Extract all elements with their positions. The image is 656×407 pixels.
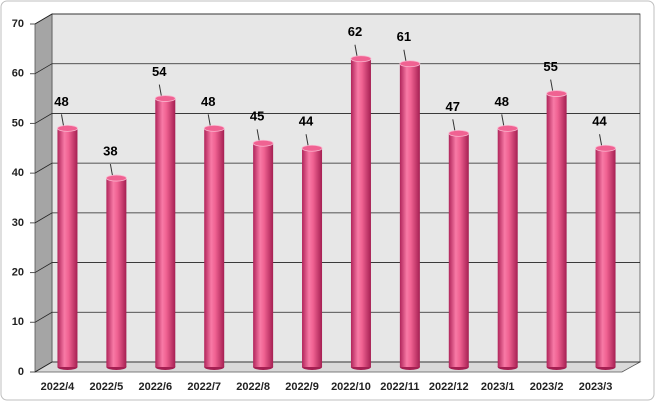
value-label: 47 (446, 99, 460, 114)
x-tick-label: 2022/11 (380, 381, 419, 393)
bar-cap (399, 60, 421, 68)
grid-line (34, 212, 640, 224)
bars (57, 55, 616, 370)
grid-line (34, 262, 640, 273)
y-tick-label: 50 (12, 117, 24, 129)
value-label: 54 (152, 64, 167, 79)
x-tick-label: 2022/9 (285, 381, 319, 393)
labels: 0 10 20 30 40 50 60 70 2022/4 48 2022/5 38 2022/6 54 2… (12, 18, 613, 393)
leader-line (256, 129, 260, 141)
grid-line (34, 311, 640, 323)
value-label: 45 (250, 109, 264, 124)
back-wall (51, 13, 641, 363)
bar (155, 98, 176, 368)
value-label: 48 (201, 94, 215, 109)
bar-cap (448, 129, 470, 137)
leader-line (452, 119, 456, 131)
value-label: 44 (299, 114, 314, 129)
bar (497, 128, 518, 367)
bar-cap (154, 95, 176, 102)
grid-line (34, 361, 640, 373)
y-tick-label: 60 (12, 68, 24, 80)
grid (30, 13, 640, 373)
bar-cap (301, 144, 323, 152)
x-tick-label: 2022/10 (331, 381, 371, 393)
y-tick-label: 0 (18, 366, 24, 378)
value-label: 48 (494, 94, 508, 109)
y-tick-label: 30 (12, 217, 24, 229)
value-label: 61 (397, 29, 411, 44)
bar-cap (252, 139, 274, 147)
value-label: 48 (54, 94, 68, 109)
y-tick-label: 40 (12, 167, 24, 179)
bar (302, 148, 323, 367)
x-tick-label: 2022/4 (41, 381, 76, 393)
x-tick-label: 2023/3 (579, 381, 613, 393)
leader-line (403, 49, 407, 61)
bar (57, 128, 78, 367)
bar (106, 178, 127, 367)
bar (448, 133, 469, 367)
x-tick-label: 2022/7 (187, 381, 221, 393)
leader-line (501, 114, 505, 126)
leader-line (599, 134, 603, 146)
bar-cap (497, 124, 519, 132)
leader-line (158, 84, 162, 96)
bar (253, 143, 274, 367)
leader-line (109, 163, 113, 176)
x-tick-label: 2023/1 (481, 381, 515, 393)
bar-cap (546, 90, 568, 97)
x-tick-label: 2022/8 (236, 381, 270, 393)
x-tick-label: 2022/12 (429, 381, 469, 393)
bar-cap (105, 174, 127, 182)
bar (204, 128, 225, 367)
leader-line (207, 114, 211, 126)
value-label: 55 (543, 59, 557, 74)
value-label: 62 (348, 24, 362, 39)
grid-line (34, 162, 640, 174)
value-label: 44 (592, 114, 607, 129)
leader-line (60, 114, 64, 126)
bar-cap (350, 55, 372, 63)
bar-cap (595, 144, 616, 152)
x-tick-label: 2023/2 (530, 381, 564, 393)
leader-line (305, 134, 309, 146)
y-tick-label: 20 (12, 266, 24, 278)
y-tick-label: 70 (12, 18, 24, 30)
bar-cap (203, 124, 225, 132)
bar (546, 93, 567, 368)
bar (350, 58, 371, 368)
side-wall (34, 13, 53, 373)
grid-line (34, 63, 640, 75)
bar (399, 63, 420, 367)
value-label: 38 (103, 144, 117, 159)
bar-cap (57, 124, 78, 132)
grid-line (34, 13, 640, 25)
x-tick-label: 2022/6 (138, 381, 172, 393)
leader-line (354, 44, 358, 56)
leader-line (550, 79, 554, 91)
bar (595, 148, 616, 367)
y-tick-label: 10 (12, 316, 24, 328)
grid-line (34, 113, 640, 124)
x-tick-label: 2022/5 (90, 381, 124, 393)
